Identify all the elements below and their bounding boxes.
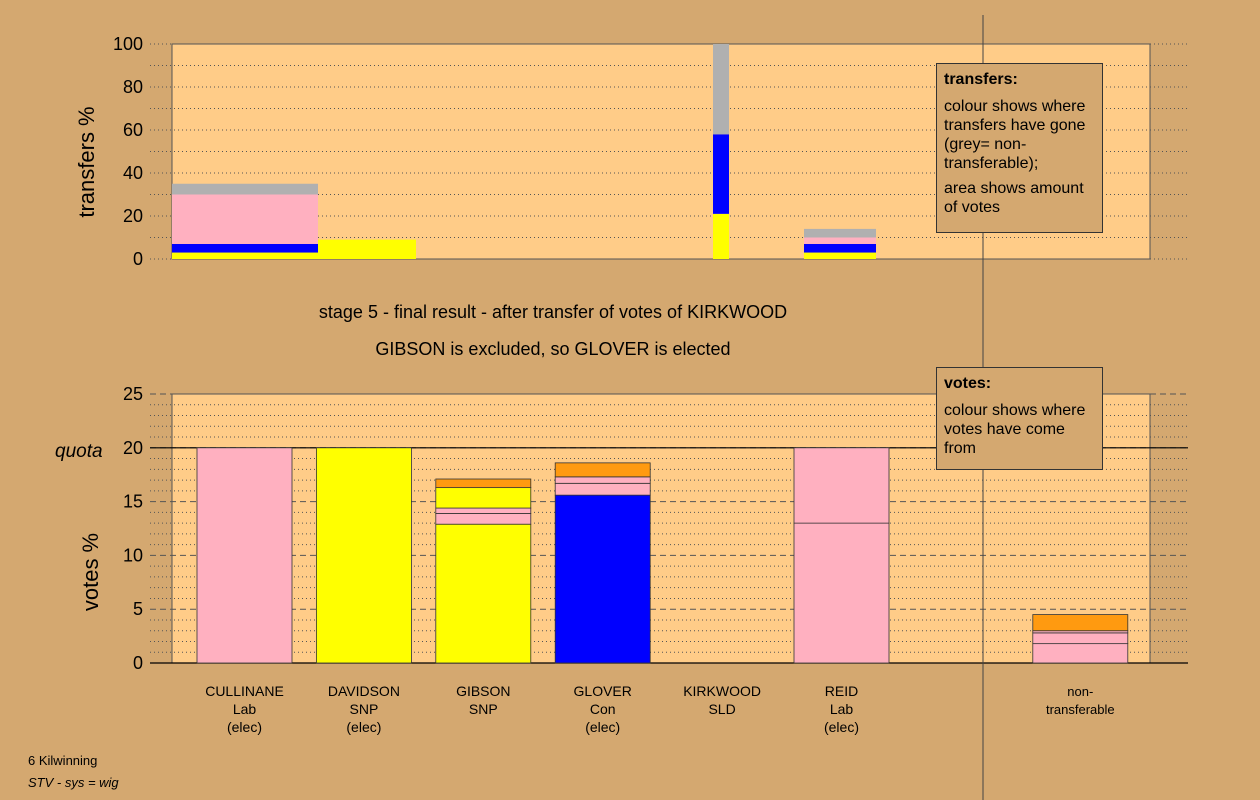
transfer-bar-segment [172, 252, 318, 259]
candidate-label-line: KIRKWOOD [683, 683, 761, 699]
candidate-label-line: Lab [830, 701, 854, 717]
transfers-legend-text-area: area shows amount of votes [944, 180, 1084, 216]
transfer-bar-segment [804, 243, 876, 253]
transfer-bar-segment [172, 243, 318, 253]
votes-legend-text: colour shows where votes have come from [944, 402, 1086, 457]
transfer-bar-segment [804, 237, 876, 244]
vote-bar-segment [315, 447, 412, 664]
vote-bar-segment [554, 482, 651, 496]
votes-y-ticks: 0 5 10 15 20 25 [123, 384, 143, 673]
vote-bar-segment [554, 476, 651, 484]
votes-tick-label: 20 [123, 438, 143, 458]
votes-tick-label: 5 [133, 599, 143, 619]
candidate-label-line: CULLINANE [205, 683, 284, 699]
vote-bar-segment [554, 462, 651, 478]
transfer-bar-segment [713, 134, 729, 214]
transfers-tick-label: 80 [123, 77, 143, 97]
vote-bar-segment [196, 447, 293, 664]
transfers-tick-label: 20 [123, 206, 143, 226]
candidate-label-line: Lab [233, 701, 257, 717]
vote-bar-segment [435, 513, 532, 525]
vote-bars [196, 447, 1129, 664]
transfer-bars [172, 44, 876, 259]
transfers-tick-label: 100 [113, 34, 143, 54]
votes-tick-label: 15 [123, 492, 143, 512]
votes-tick-label: 10 [123, 545, 143, 565]
vote-bar-segment [793, 447, 890, 524]
votes-tick-label: 25 [123, 384, 143, 404]
candidate-label-line: Con [590, 701, 616, 717]
candidate-label-line: GIBSON [456, 683, 510, 699]
vote-bar-segment [554, 494, 651, 664]
candidate-label-line: REID [825, 683, 858, 699]
footer-area-label: 6 Kilwinning [28, 753, 98, 768]
candidate-label-line: (elec) [227, 719, 262, 735]
transfer-bar-segment [804, 252, 876, 259]
transfers-legend: transfers: colour shows where transfers … [936, 63, 1103, 233]
transfer-bar-segment [172, 194, 318, 244]
candidate-label-line: DAVIDSON [328, 683, 400, 699]
vote-bar-segment [1032, 614, 1129, 632]
transfer-bar-segment [713, 213, 729, 259]
footer-system-label: STV - sys = wig [28, 775, 119, 790]
vote-bar-segment [435, 523, 532, 664]
candidate-label-line: transferable [1046, 702, 1115, 717]
candidate-label-line: (elec) [585, 719, 620, 735]
votes-axis-title: votes % [78, 533, 103, 611]
vote-bar-segment [435, 507, 532, 514]
candidate-label-line: GLOVER [574, 683, 632, 699]
votes-tick-label: 0 [133, 653, 143, 673]
stage-subtitle: GIBSON is excluded, so GLOVER is elected [375, 339, 730, 359]
stage-title: stage 5 - final result - after transfer … [319, 302, 787, 322]
quota-label: quota [55, 441, 103, 462]
candidate-label-line: non- [1067, 684, 1093, 699]
transfer-bar-segment [804, 228, 876, 238]
candidate-label-line: SNP [350, 701, 379, 717]
vote-bar-segment [793, 522, 890, 664]
vote-bar-segment [1032, 632, 1129, 645]
transfers-tick-label: 40 [123, 163, 143, 183]
vote-bar-segment [1032, 643, 1129, 664]
transfers-tick-label: 0 [133, 249, 143, 269]
transfers-axis-title: transfers % [74, 106, 99, 217]
transfers-legend-title: transfers: [944, 71, 1018, 88]
vote-bar-segment [435, 487, 532, 509]
transfer-bar-segment [318, 239, 416, 259]
candidate-label-line: SLD [708, 701, 735, 717]
transfers-legend-text-colour: colour shows where transfers have gone (… [944, 98, 1086, 172]
candidate-label-line: (elec) [824, 719, 859, 735]
transfer-bar-segment [172, 183, 318, 195]
votes-legend: votes: colour shows where votes have com… [936, 367, 1103, 470]
candidate-label-line: SNP [469, 701, 498, 717]
transfer-bar-segment [713, 44, 729, 135]
transfers-tick-label: 60 [123, 120, 143, 140]
votes-legend-title: votes: [944, 375, 992, 392]
candidate-labels: CULLINANE Lab (elec) DAVIDSON SNP (elec) GIBSO… [205, 683, 1114, 735]
transfers-y-ticks: 0 20 40 60 80 100 [113, 34, 143, 269]
vote-bar-segment [435, 478, 532, 489]
candidate-label-line: (elec) [346, 719, 381, 735]
